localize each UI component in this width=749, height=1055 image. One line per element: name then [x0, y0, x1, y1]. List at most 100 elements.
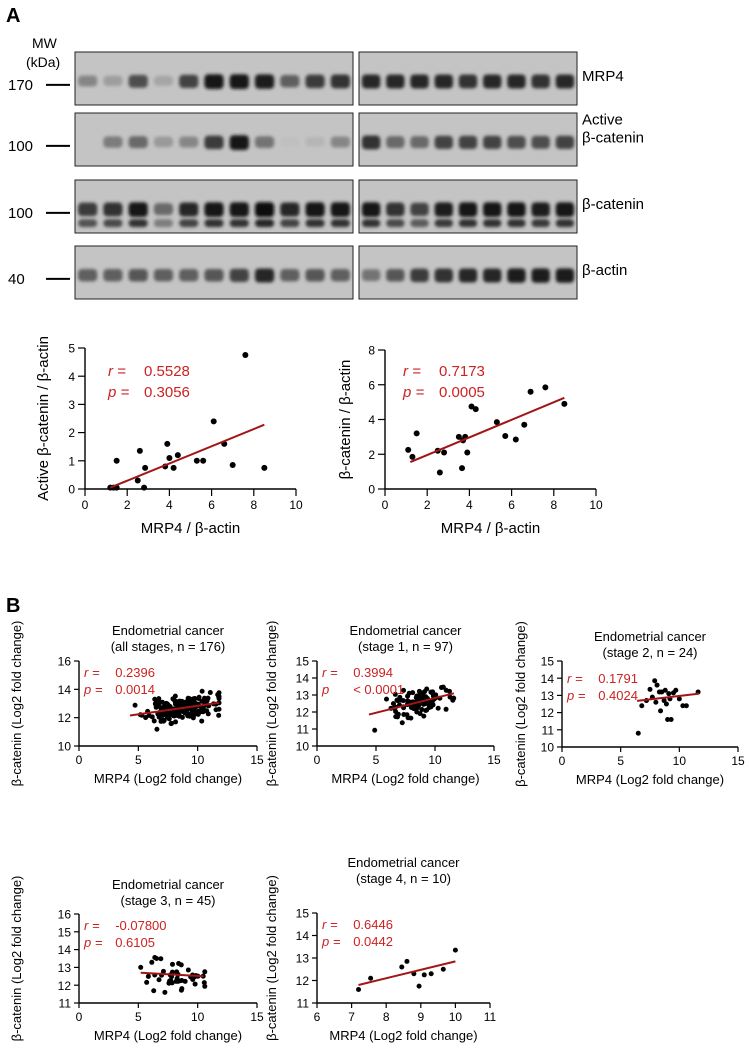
data-point	[144, 979, 150, 985]
stat-p-value: 0.0014	[115, 682, 155, 697]
blot-band	[507, 74, 526, 89]
blot-band-lower	[434, 219, 453, 228]
blot-band-lower	[531, 219, 550, 228]
y-axis-label: β-catenin (Log2 fold change)	[9, 876, 24, 1042]
data-point	[356, 987, 362, 992]
x-tick-label: 15	[731, 754, 745, 768]
data-point	[200, 457, 207, 464]
blot-band-lower	[361, 219, 381, 228]
data-point	[158, 956, 164, 962]
x-tick-label: 9	[417, 1010, 424, 1024]
data-point	[683, 703, 689, 709]
data-point	[405, 693, 411, 699]
y-tick-label: 14	[296, 672, 310, 686]
data-point	[174, 452, 181, 459]
chart-title: (all stages, n = 176)	[111, 639, 226, 654]
stat-r-value: 0.2396	[115, 665, 155, 680]
stat-p-value: 0.6105	[115, 935, 155, 950]
blot-band-lower	[507, 219, 526, 228]
blot-band	[153, 269, 174, 282]
x-tick-label: 15	[487, 753, 501, 767]
x-tick-label: 0	[559, 754, 566, 768]
data-point	[216, 694, 222, 700]
data-point	[421, 972, 427, 978]
data-point	[142, 464, 149, 471]
x-tick-label: 11	[484, 1010, 497, 1024]
data-point	[162, 989, 168, 995]
data-point	[419, 707, 425, 713]
blot-band	[434, 268, 453, 283]
data-point	[639, 703, 645, 709]
data-point	[166, 454, 173, 461]
data-point	[179, 978, 185, 984]
blot-band-lower	[78, 219, 98, 228]
blot-band	[386, 268, 405, 282]
data-point	[430, 702, 436, 708]
data-point	[168, 721, 174, 727]
stat-r-label: r =	[322, 917, 338, 932]
data-point	[193, 457, 200, 464]
blot-band	[254, 268, 275, 283]
y-tick-label: 13	[296, 952, 310, 966]
data-point	[635, 730, 641, 736]
data-point	[172, 719, 178, 725]
blot-band	[483, 135, 502, 149]
x-tick-label: 5	[373, 753, 380, 767]
blot-band	[305, 268, 325, 282]
stat-r-value: 0.1791	[598, 671, 638, 686]
x-tick-label: 10	[428, 753, 442, 767]
data-point	[450, 697, 456, 703]
data-point	[156, 977, 162, 983]
stat-r-label: r =	[84, 918, 100, 933]
y-tick-label: 2	[368, 448, 375, 462]
data-point	[201, 980, 207, 986]
blot-membrane-left	[74, 245, 354, 300]
scatter-plot-b1: 0 5 10 15 10 12 14 16 MRP4 (Log2 fold change) β-c…	[9, 621, 264, 787]
regression-line	[109, 423, 265, 489]
blot-band	[531, 202, 550, 217]
protein-label: MRP4	[582, 68, 624, 85]
western-blot-panel: 170MRP4100Activeβ-catenin100β-catenin40β…	[8, 51, 644, 300]
data-point	[394, 714, 400, 720]
stat-p-label: p =	[83, 935, 103, 950]
blot-band-lower	[330, 219, 350, 228]
data-point	[372, 727, 378, 733]
data-point	[161, 717, 167, 723]
y-tick-label: 4	[368, 413, 375, 427]
data-point	[404, 958, 410, 964]
blot-row: 40 β-actin	[8, 245, 627, 300]
y-tick-label: 16	[58, 655, 72, 669]
scatter-plot-b4: 0 5 10 15 11 12 13 14 15 16 MRP4 (Log2 fold change…	[9, 876, 264, 1043]
y-axis-label: β-catenin (Log2 fold change)	[264, 621, 279, 787]
data-point	[242, 352, 249, 359]
y-tick-label: 14	[541, 672, 555, 686]
data-point	[440, 966, 446, 972]
data-point	[210, 418, 217, 425]
data-point	[542, 384, 549, 391]
data-point	[207, 690, 213, 696]
y-tick-label: 13	[296, 689, 310, 703]
data-point	[383, 696, 389, 702]
data-point	[414, 709, 420, 715]
blot-band-lower	[229, 219, 249, 228]
data-point	[658, 708, 664, 714]
blot-band	[103, 75, 123, 87]
data-point	[393, 708, 399, 714]
blot-band	[204, 135, 224, 150]
y-tick-label: 0	[68, 483, 75, 497]
blot-band	[153, 203, 174, 216]
stat-p-label: p =	[83, 682, 103, 697]
blot-band	[254, 74, 275, 89]
x-tick-label: 8	[550, 498, 557, 512]
blot-band	[361, 202, 381, 217]
stat-p-label: p =	[566, 688, 586, 703]
x-tick-label: 0	[76, 1010, 83, 1024]
blot-membrane-right	[358, 112, 578, 167]
blot-band	[386, 136, 405, 149]
blot-band	[229, 268, 249, 282]
data-point	[401, 687, 407, 693]
data-point	[446, 688, 452, 694]
mw-marker-label: 40	[8, 271, 25, 288]
y-tick-label: 15	[541, 655, 555, 669]
